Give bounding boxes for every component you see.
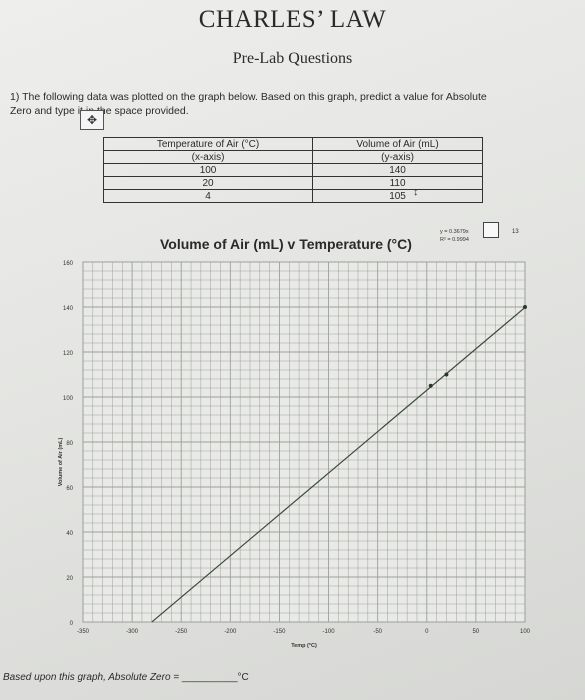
trendline-r-squared: R² = 0.9994 — [440, 237, 469, 243]
y-tick-label: 0 — [70, 621, 74, 627]
answer-line: Based upon this graph, Absolute Zero = _… — [3, 672, 249, 683]
y-tick-label: 20 — [66, 576, 73, 582]
move-arrows-icon[interactable]: ✥ — [80, 110, 104, 130]
data-table: Temperature of Air (°C) Volume of Air (m… — [102, 137, 483, 203]
y-tick-label: 140 — [63, 306, 74, 312]
y-tick-label: 160 — [63, 261, 74, 267]
table-row: 4 105 — [102, 189, 483, 203]
trendline-equation: y = 0.3679x R² = 0.9994 — [440, 228, 469, 244]
question-line1: The following data was plotted on the gr… — [22, 91, 487, 103]
data-point — [428, 383, 433, 388]
page-subtitle: Pre-Lab Questions — [232, 50, 353, 67]
answer-prefix: Based upon this graph, Absolute Zero = — [3, 672, 182, 683]
x-tick-label: -200 — [224, 629, 237, 635]
x-tick-label: -300 — [126, 629, 139, 635]
x-axis-label: Temp (°C) — [291, 643, 317, 649]
answer-unit: °C — [237, 672, 249, 683]
x-tick-label: -150 — [273, 629, 286, 635]
table-cell: 105 — [312, 189, 483, 203]
trendline — [151, 307, 526, 623]
y-tick-label: 40 — [66, 531, 73, 537]
x-tick-label: 50 — [473, 629, 480, 635]
y-tick-label: 80 — [66, 441, 73, 447]
chart-title: Volume of Air (mL) v Temperature (°C) — [160, 236, 412, 252]
x-tick-label: -250 — [175, 629, 188, 635]
x-tick-label: 100 — [520, 629, 531, 635]
equation-box[interactable] — [483, 222, 499, 238]
y-tick-label: 120 — [63, 351, 74, 357]
table-cell: 4 — [102, 189, 314, 203]
equation-partial-number: 13 — [512, 229, 519, 235]
x-tick-label: -100 — [323, 629, 336, 635]
row-resize-icon[interactable]: ↕ — [413, 186, 419, 198]
x-tick-label: -50 — [373, 629, 382, 635]
y-axis-label: Volume of Air (mL) — [58, 438, 64, 487]
x-tick-label: 0 — [425, 629, 429, 635]
data-point — [444, 372, 449, 377]
page-title: CHARLES’ LAW — [198, 6, 387, 33]
answer-blank[interactable]: __________ — [181, 672, 238, 683]
data-point — [523, 305, 527, 309]
question-number: 1) — [10, 91, 20, 103]
trendline-equation-text: y = 0.3679x — [440, 229, 469, 235]
x-tick-label: -350 — [77, 629, 90, 635]
y-tick-label: 100 — [63, 396, 74, 402]
y-tick-label: 60 — [66, 486, 73, 492]
